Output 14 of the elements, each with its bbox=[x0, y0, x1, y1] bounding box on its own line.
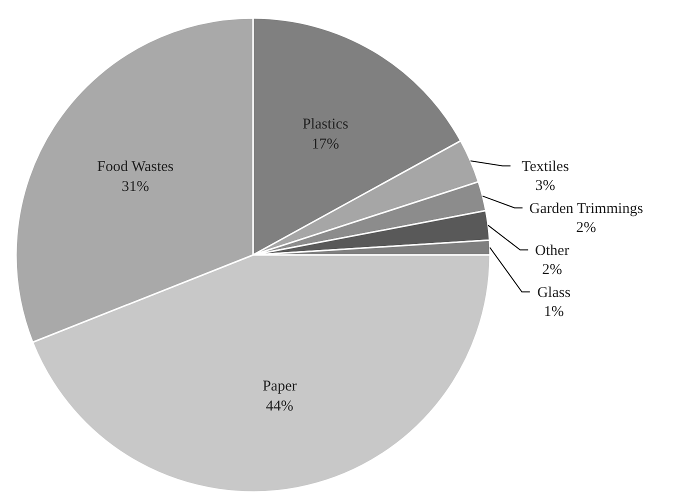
slice-label: Other bbox=[535, 242, 570, 259]
data-label: 3% bbox=[535, 178, 556, 194]
slice-label: Plastics bbox=[302, 116, 348, 133]
slice-label: Paper bbox=[262, 378, 297, 395]
slice-label: Textiles bbox=[522, 158, 570, 175]
data-label: 44% bbox=[266, 398, 294, 415]
data-label: 2% bbox=[542, 262, 562, 278]
data-label: 31% bbox=[122, 179, 150, 196]
data-label: 2% bbox=[576, 220, 596, 236]
slice-label: Glass bbox=[537, 284, 571, 301]
data-label: 17% bbox=[312, 136, 340, 153]
slice-label: Food Wastes bbox=[97, 159, 174, 176]
slice-label: Garden Trimmings bbox=[529, 200, 644, 217]
data-label: 1% bbox=[544, 304, 564, 320]
